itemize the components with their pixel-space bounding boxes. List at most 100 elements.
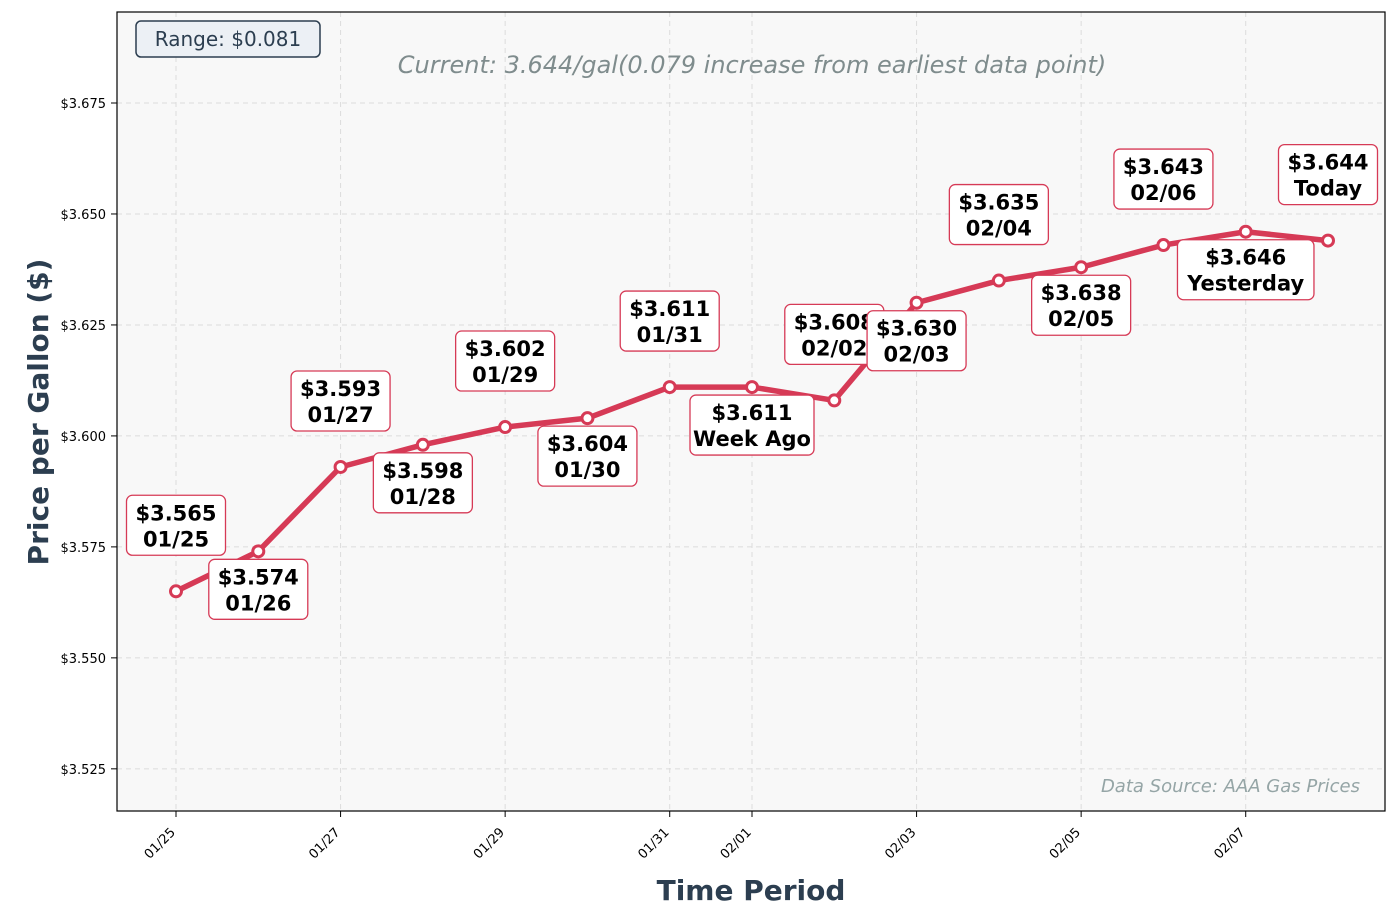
point-label-price: $3.608 (794, 310, 875, 334)
point-label-box (1176, 239, 1315, 301)
point-label-box (1030, 274, 1132, 336)
x-tick-label: 01/31 (635, 825, 672, 862)
point-label-price: $3.604 (547, 432, 628, 456)
point-label-date: 01/29 (472, 363, 538, 387)
range-box-frame (135, 20, 321, 58)
point-label-date: Today (1294, 177, 1363, 201)
point-label-date: 02/05 (1048, 307, 1114, 331)
data-point (909, 295, 924, 310)
x-axis-title: Time Period (657, 874, 846, 907)
plot-frame (116, 11, 1386, 812)
point-label-price: $3.643 (1123, 155, 1204, 179)
data-point (498, 420, 513, 435)
data-point (662, 380, 677, 395)
point-label-date: 01/26 (225, 591, 291, 615)
point-label-date: 01/25 (143, 527, 209, 551)
y-tick-label: $3.600 (61, 430, 107, 445)
x-tick-label: 02/07 (1211, 825, 1248, 862)
point-label-date: 02/02 (801, 336, 867, 360)
y-tick-label: $3.525 (61, 763, 107, 778)
x-tick-label: 02/05 (1047, 825, 1084, 862)
y-tick-label: $3.625 (61, 319, 107, 334)
point-label-box (125, 494, 227, 556)
point-label-box (948, 183, 1050, 246)
point-label-box (372, 452, 474, 514)
point-labels: $3.56501/25$3.57401/26$3.59301/27$3.5980… (125, 143, 1379, 620)
data-source-note: Data Source: AAA Gas Prices (1101, 776, 1360, 797)
y-axis-title: Price per Gallon ($) (22, 259, 55, 566)
point-label-box (290, 370, 391, 432)
data-point (1156, 238, 1171, 253)
point-label-box (866, 310, 967, 372)
point-label-box (454, 330, 556, 392)
point-label-date: Week Ago (693, 427, 811, 451)
point-label-price: $3.602 (465, 337, 546, 361)
point-label-price: $3.638 (1041, 281, 1122, 305)
data-point (827, 393, 842, 408)
point-label-box (537, 425, 638, 487)
data-point (169, 584, 183, 599)
point-label-box (1277, 143, 1379, 206)
data-point (991, 273, 1006, 288)
grid-lines (117, 12, 1385, 811)
data-point (1238, 224, 1253, 239)
point-label-price: $3.611 (629, 297, 710, 321)
point-label-date: Yesterday (1186, 272, 1304, 296)
y-tick-label: $3.575 (61, 541, 107, 556)
data-point (333, 459, 348, 474)
point-label-price: $3.565 (135, 501, 216, 525)
x-tick-label: 01/27 (306, 825, 343, 862)
point-label-date: 01/30 (554, 458, 620, 482)
range-text: Range: $0.081 (155, 27, 301, 51)
point-label-date: 02/03 (884, 343, 950, 367)
point-label-box (689, 394, 815, 456)
series-markers (169, 224, 1335, 599)
point-label-date: 02/06 (1130, 181, 1196, 205)
point-label-price: $3.630 (876, 317, 957, 341)
data-point (251, 544, 266, 559)
point-label-price: $3.574 (218, 565, 299, 589)
x-tick-label: 02/01 (718, 825, 755, 862)
range-box: Range: $0.081 (135, 20, 321, 58)
point-label-price: $3.646 (1205, 246, 1286, 270)
subtitle: Current: 3.644/gal(0.079 increase from e… (398, 51, 1106, 79)
point-label-date: 02/04 (966, 217, 1032, 241)
data-point (745, 380, 759, 395)
point-label-box (1113, 148, 1214, 210)
point-label-price: $3.644 (1287, 151, 1368, 175)
data-point (415, 437, 430, 452)
x-tick-label: 02/03 (882, 825, 919, 862)
point-label-price: $3.611 (711, 401, 792, 425)
y-tick-label: $3.650 (61, 208, 107, 223)
point-label-box (619, 290, 720, 352)
point-label-date: 01/27 (308, 403, 374, 427)
data-point (1321, 233, 1335, 248)
point-label-price: $3.635 (958, 191, 1039, 215)
data-point (1074, 260, 1089, 275)
x-tick-label: 01/25 (142, 825, 179, 862)
point-label-price: $3.593 (300, 377, 381, 401)
y-tick-label: $3.675 (61, 97, 107, 112)
x-tick-label: 01/29 (471, 825, 508, 862)
y-tick-label: $3.550 (61, 652, 107, 667)
point-label-date: 01/31 (637, 323, 703, 347)
point-label-box (208, 558, 309, 620)
point-label-date: 01/28 (390, 485, 456, 509)
point-label-price: $3.598 (382, 459, 463, 483)
